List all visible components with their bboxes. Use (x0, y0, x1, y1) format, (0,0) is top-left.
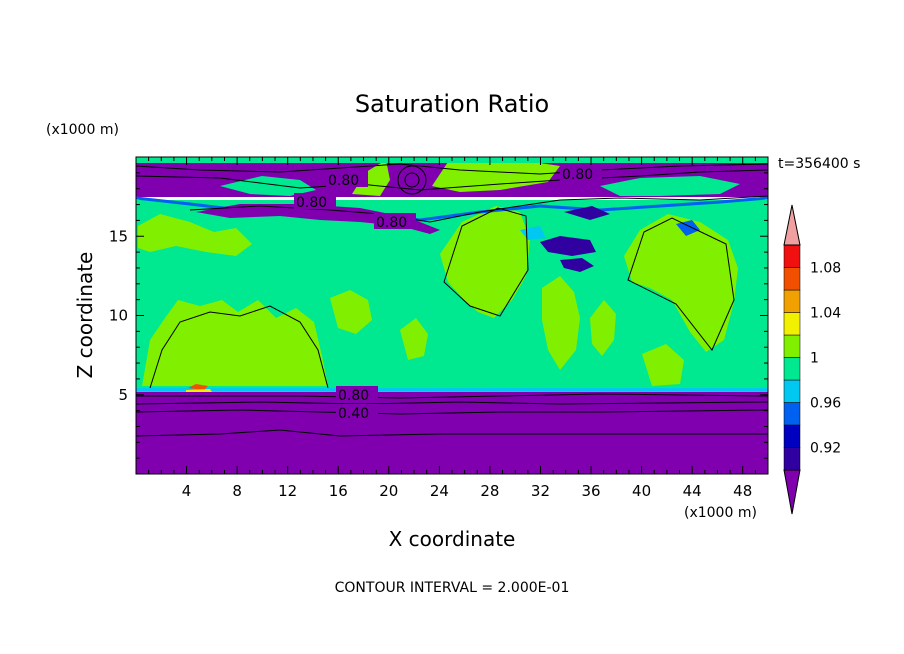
near-saturation-region (590, 300, 616, 356)
colorbar-label: 1.04 (810, 306, 841, 322)
plot-area: 0.80 0.80 0.80 0.80 0.80 0.40 (135, 156, 769, 475)
colorbar-label: 1.08 (810, 261, 841, 277)
near-saturation-region (330, 290, 372, 334)
colorbar-swatch (783, 267, 801, 291)
colorbar-swatch (783, 379, 801, 403)
x-tick-label: 36 (581, 482, 600, 500)
dry-pocket (564, 206, 610, 220)
upper-band-moist-region (600, 176, 740, 196)
dry-tongue (196, 204, 440, 234)
x-tick-label: 8 (232, 482, 242, 500)
colorbar-swatch (783, 244, 801, 268)
y-tick-label: 10 (109, 307, 128, 325)
dry-pocket (540, 236, 596, 256)
near-saturation-region (138, 214, 252, 256)
contour-label: 0.80 (296, 195, 327, 211)
y-axis-title: Z coordinate (73, 252, 97, 379)
x-tick-label: 48 (733, 482, 752, 500)
near-saturation-region (642, 344, 684, 386)
contour-label-bg (374, 213, 416, 229)
contour-line (136, 393, 769, 399)
contour-label-bg (294, 193, 336, 209)
dry-pocket (560, 258, 594, 272)
colorbar-swatch (783, 289, 801, 313)
contour-label: 0.80 (562, 167, 593, 183)
colorbar-swatch (783, 424, 801, 448)
supersaturated-spot (186, 389, 212, 392)
y-axis: 5 10 15 (109, 156, 768, 475)
time-label: t=356400 s (778, 156, 860, 172)
contour-line (135, 409, 769, 415)
contour-label: 0.80 (338, 388, 369, 404)
lower-boundary-band (136, 388, 768, 391)
y-tick-label: 15 (109, 227, 128, 245)
contour-interval-footer: CONTOUR INTERVAL = 2.000E-01 (335, 580, 570, 596)
x-axis-title: X coordinate (389, 527, 516, 551)
x-tick-label: 40 (632, 482, 651, 500)
x-tick-label: 12 (278, 482, 297, 500)
contour-line (149, 305, 329, 389)
contour-line (135, 169, 769, 191)
dry-pocket (676, 220, 700, 236)
near-saturation-region (400, 318, 428, 360)
colorbar-swatch (783, 402, 801, 426)
upper-band-moist-region (432, 158, 560, 192)
contour-ring (397, 165, 427, 195)
contour-label: 0.80 (376, 215, 407, 231)
colorbar-swatch (783, 312, 801, 336)
contour-line (627, 217, 735, 351)
colorbar-swatch (783, 334, 801, 358)
contour-line (135, 429, 768, 437)
near-saturation-region (542, 276, 580, 370)
colorbar-high-arrow (783, 204, 801, 246)
contour-label-bg (336, 386, 378, 402)
contour-label-bg (560, 165, 602, 181)
contour-label-bg (336, 404, 378, 420)
colorbar-label: 1 (810, 351, 819, 367)
x-tick-label: 44 (683, 482, 702, 500)
y-tick-label: 5 (118, 386, 128, 404)
near-saturation-region (440, 206, 530, 318)
x-tick-label: 24 (430, 482, 449, 500)
colorbar-swatch (783, 357, 801, 381)
y-unit-label: (x1000 m) (46, 122, 119, 138)
x-tick-label: 28 (480, 482, 499, 500)
contour-line (135, 401, 769, 405)
colorbar-low-arrow (783, 469, 801, 515)
contour-label: 0.40 (338, 406, 369, 422)
x-tick-label: 16 (329, 482, 348, 500)
contour-line (443, 207, 529, 317)
near-saturation-region (624, 214, 738, 352)
near-saturation-region (142, 300, 328, 386)
colorbar-label: 0.96 (810, 396, 841, 412)
x-axis: 4 8 12 16 20 24 28 32 36 40 44 48 (135, 157, 769, 500)
colorbar: 0.92 0.96 1 1.04 1.08 (783, 204, 841, 515)
contour-line (135, 163, 769, 175)
x-tick-label: 20 (379, 482, 398, 500)
x-tick-label: 4 (182, 482, 192, 500)
colorbar-label: 0.92 (810, 441, 841, 457)
supersaturated-spot (188, 384, 208, 390)
lower-dry-layer (136, 390, 768, 474)
chart-title: Saturation Ratio (355, 90, 549, 118)
colorbar-swatch (783, 447, 801, 471)
x-unit-label: (x1000 m) (684, 505, 757, 521)
contour-label-bg (326, 171, 368, 187)
contour-label: 0.80 (328, 173, 359, 189)
contour-label-group: 0.80 0.80 0.80 0.80 0.80 0.40 (294, 165, 602, 422)
contour-ring (404, 172, 420, 188)
x-tick-label: 32 (531, 482, 550, 500)
